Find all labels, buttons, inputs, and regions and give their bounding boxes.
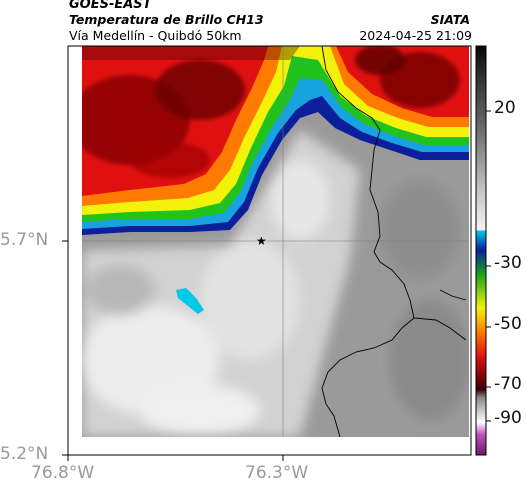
border-line — [321, 46, 467, 341]
satellite-image: ★ — [82, 46, 469, 437]
route-label: Vía Medellín - Quibdó 50km — [69, 28, 242, 43]
colorbar-tick: -70 — [494, 374, 522, 394]
colorbar — [475, 45, 487, 456]
colorbar-tick: -50 — [494, 314, 522, 334]
longitude-tick: 76.8°W — [31, 463, 95, 483]
datetime-label: 2024-04-25 21:09 — [359, 28, 472, 43]
satellite-title: GOES-EAST — [69, 0, 152, 12]
organization-label: SIATA — [430, 12, 470, 27]
colorbar-tick: 20 — [494, 98, 516, 118]
latitude-tick: 5.2°N — [0, 444, 49, 464]
product-title: Temperatura de Brillo CH13 — [69, 12, 264, 27]
colorbar-tick: -30 — [494, 253, 522, 273]
colorbar-tick: -90 — [494, 408, 522, 428]
star-icon: ★ — [256, 234, 267, 248]
latitude-tick: 5.7°N — [0, 230, 49, 250]
longitude-tick: 76.3°W — [245, 463, 309, 483]
